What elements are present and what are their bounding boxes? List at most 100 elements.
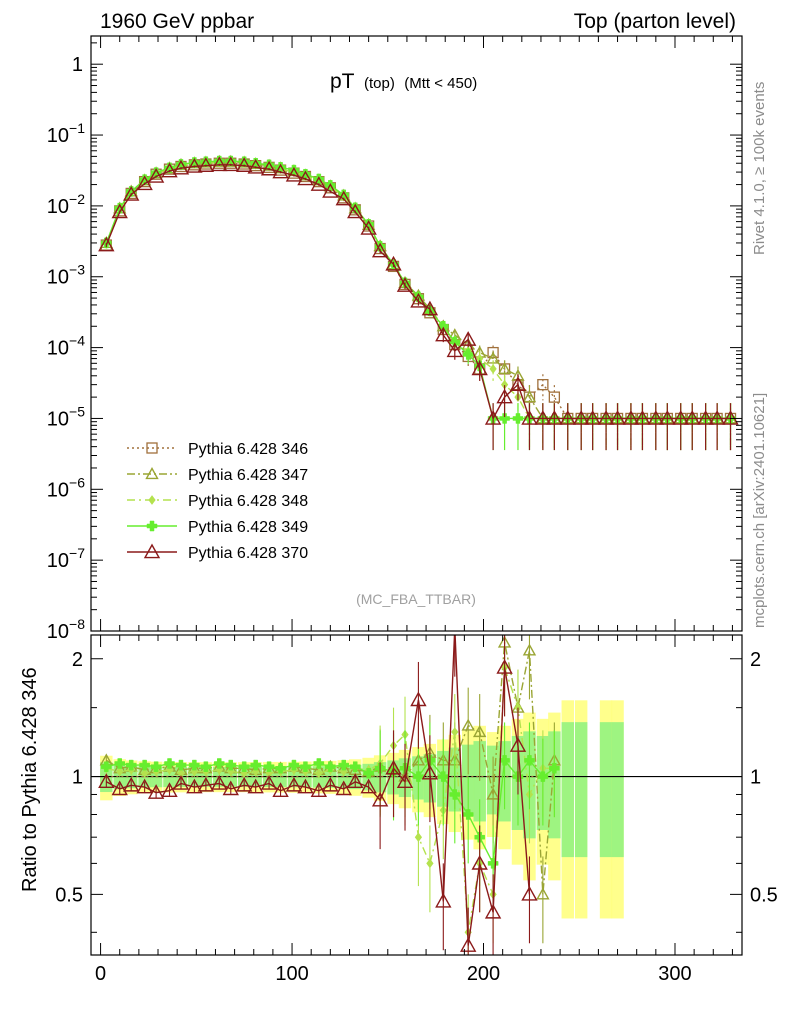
- marker-triangle: [522, 390, 537, 403]
- marker-triangle: [385, 759, 402, 775]
- marker-triangle: [472, 725, 487, 738]
- marker-triangle: [708, 410, 726, 425]
- legend-item: Pythia 6.428 370: [127, 543, 308, 562]
- legend-label: Pythia 6.428 370: [188, 545, 308, 562]
- marker-triangle: [522, 643, 537, 656]
- marker-triangle: [509, 737, 527, 752]
- rivet-version-label: Rivet 4.1.0, ≥ 100k events: [751, 82, 768, 255]
- marker-cross: [175, 159, 187, 170]
- marker-triangle: [371, 791, 389, 807]
- marker-cross: [313, 758, 325, 769]
- marker-triangle: [435, 326, 452, 342]
- marker-triangle: [143, 543, 161, 559]
- marker-cross: [164, 758, 175, 769]
- marker-triangle: [260, 775, 278, 790]
- marker-triangle: [486, 787, 500, 800]
- marker-triangle: [521, 885, 538, 901]
- marker-triangle: [123, 776, 140, 792]
- marker-triangle: [659, 410, 676, 425]
- marker-cross: [238, 761, 250, 772]
- ratio-ylabel: Ratio to Pythia 6.428 346: [19, 667, 41, 892]
- marker-triangle: [421, 764, 439, 780]
- marker-triangle: [145, 467, 159, 480]
- legend-label: Pythia 6.428 347: [188, 467, 308, 484]
- marker-triangle: [335, 780, 352, 796]
- marker-triangle: [609, 410, 626, 425]
- marker-triangle: [211, 775, 228, 790]
- header-energy: 1960 GeV ppbar: [100, 10, 254, 33]
- marker-triangle: [272, 163, 289, 179]
- marker-cross: [214, 155, 225, 167]
- y-tick-label: 10−6: [47, 474, 85, 501]
- ratio-y-tick-label-right: 0.5: [750, 884, 778, 906]
- marker-cross: [225, 759, 237, 771]
- marker-triangle: [222, 780, 239, 796]
- ratio-band-green: [574, 722, 588, 858]
- marker-triangle: [347, 203, 364, 219]
- marker-triangle: [197, 157, 215, 172]
- ratio-band-green: [599, 722, 613, 858]
- ratio-y-tick-label: 0.5: [55, 884, 83, 906]
- legend: Pythia 6.428 346 Pythia 6.428 347 Pythia 6…: [127, 441, 308, 562]
- legend-item: Pythia 6.428 347: [127, 467, 308, 484]
- marker-triangle: [460, 331, 477, 346]
- marker-triangle: [310, 782, 328, 798]
- marker-triangle: [247, 778, 264, 794]
- marker-triangle: [172, 159, 190, 175]
- marker-triangle: [147, 784, 165, 799]
- ratio-y-tick-label: 2: [72, 649, 83, 671]
- marker-cross: [524, 755, 535, 766]
- ratio-y-tick-label-right: 1: [750, 767, 761, 789]
- ratio-series-4: [98, 635, 538, 955]
- marker-triangle: [360, 220, 377, 235]
- marker-triangle: [647, 410, 665, 425]
- marker-triangle: [186, 158, 203, 173]
- marker-cross: [537, 771, 549, 782]
- marker-triangle: [347, 773, 364, 789]
- ratio-band-green: [561, 722, 574, 858]
- marker-cross: [449, 336, 461, 348]
- marker-triangle: [322, 182, 339, 198]
- marker-cross: [175, 759, 187, 771]
- marker-cross: [125, 759, 137, 771]
- marker-triangle: [534, 410, 552, 425]
- marker-triangle: [172, 775, 190, 790]
- marker-triangle: [584, 410, 601, 425]
- marker-triangle: [622, 410, 640, 425]
- marker-triangle: [410, 691, 427, 707]
- marker-diamond: [148, 495, 156, 505]
- marker-triangle: [247, 158, 264, 174]
- title-small: (top): [364, 75, 395, 92]
- marker-triangle: [496, 388, 513, 404]
- marker-cross: [101, 761, 112, 772]
- marker-triangle: [396, 277, 414, 292]
- marker-cross: [125, 186, 137, 197]
- marker-triangle: [335, 190, 352, 206]
- y-tick-label: 10−4: [47, 333, 85, 360]
- marker-triangle: [421, 300, 439, 316]
- axes-group: 1 10−1 10−2 10−3 10−4 10−5 10−6 10−7 10−8 0 100 200…: [47, 36, 778, 985]
- marker-triangle: [684, 410, 701, 425]
- marker-cross: [549, 763, 560, 774]
- marker-triangle: [460, 937, 477, 952]
- title-main: pT: [330, 70, 355, 93]
- marker-triangle: [559, 410, 576, 425]
- plot-title: pT (top) (Mtt < 450): [330, 70, 477, 93]
- marker-triangle: [497, 361, 512, 375]
- marker-cross: [139, 759, 150, 771]
- marker-diamond: [489, 364, 497, 374]
- marker-cross: [150, 761, 162, 772]
- marker-triangle: [496, 659, 513, 674]
- marker-triangle: [235, 157, 253, 172]
- marker-diamond: [315, 768, 323, 779]
- marker-triangle: [597, 410, 615, 425]
- marker-triangle: [310, 176, 328, 191]
- y-tick-label: 10−8: [47, 616, 85, 643]
- marker-triangle: [634, 410, 651, 425]
- marker-triangle: [111, 780, 128, 796]
- marker-cross: [263, 761, 275, 772]
- marker-triangle: [435, 892, 452, 908]
- marker-square: [537, 378, 549, 391]
- ratio-uncertainty-bands: [91, 700, 742, 919]
